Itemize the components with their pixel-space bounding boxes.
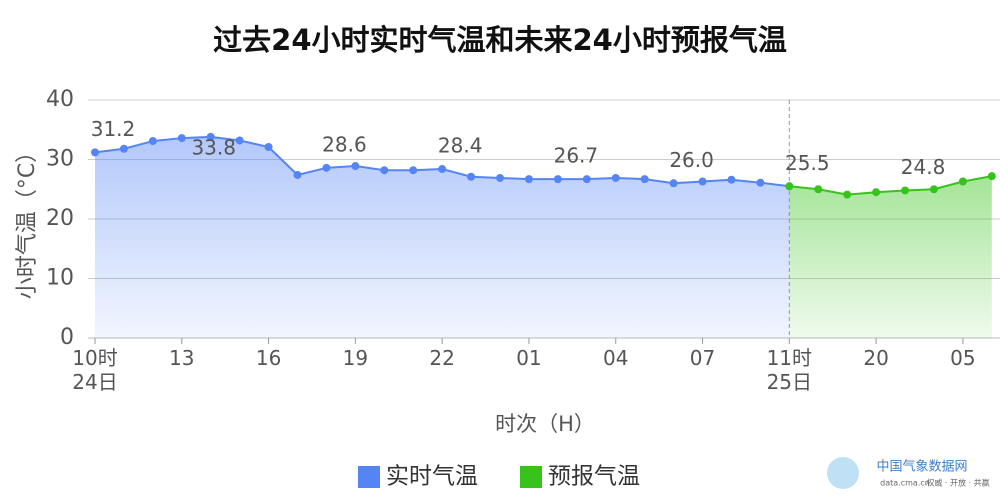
data-label: 24.8 (901, 155, 946, 179)
legend-swatch (520, 466, 542, 488)
point (380, 166, 389, 175)
point (640, 175, 649, 184)
legend-label: 预报气温 (548, 464, 640, 490)
point (987, 172, 996, 181)
point (235, 136, 244, 145)
x-tick-label: 01 (516, 346, 542, 370)
point (322, 163, 331, 172)
x-tick-label: 20 (863, 346, 889, 370)
area (789, 176, 992, 338)
y-tick-label: 10 (46, 266, 74, 291)
point (958, 177, 967, 186)
point (524, 175, 533, 184)
y-tick-label: 30 (46, 147, 74, 172)
point (264, 143, 273, 152)
line (789, 175, 993, 196)
point (177, 134, 186, 143)
point (119, 144, 128, 153)
data-label: 26.0 (669, 148, 714, 172)
y-tick-label: 20 (46, 206, 74, 231)
x-tick-label: 11时 25日 (766, 346, 813, 394)
point (293, 170, 302, 179)
watermark-name: 中国气象数据网 (876, 459, 967, 475)
point (148, 137, 157, 146)
data-label: 33.8 (191, 135, 236, 159)
area (95, 136, 790, 338)
point (351, 162, 360, 171)
data-label: 26.7 (554, 144, 599, 168)
legend-swatch (358, 466, 380, 488)
point (669, 179, 678, 188)
point (785, 182, 794, 191)
point (91, 148, 99, 157)
x-tick-label: 04 (603, 346, 629, 370)
x-tick-label: 07 (689, 346, 716, 370)
data-label: 28.6 (322, 132, 367, 156)
watermark-slogan: 权威 · 开放 · 共赢 (926, 478, 989, 488)
y-tick-label: 0 (60, 325, 74, 350)
point (872, 188, 881, 197)
x-tick-label: 10时 24日 (72, 346, 118, 394)
data-label: 28.4 (438, 134, 483, 158)
point (467, 172, 476, 181)
x-tick-label: 13 (169, 346, 195, 370)
y-tick-label: 40 (46, 87, 74, 112)
legend-label: 实时气温 (386, 464, 478, 490)
point (582, 175, 591, 184)
x-axis-title: 时次（H） (495, 412, 595, 436)
point (843, 190, 852, 199)
point (409, 166, 418, 175)
x-tick-label: 22 (429, 346, 455, 370)
point (929, 185, 938, 194)
point (611, 173, 620, 182)
y-axis-title: 小时气温（°C） (15, 141, 40, 299)
point (727, 175, 736, 184)
point (901, 186, 910, 195)
point (756, 178, 765, 187)
x-tick-label: 16 (255, 346, 282, 370)
point (698, 177, 707, 186)
watermark-url: data.cma.cn (880, 479, 930, 488)
point (206, 132, 215, 141)
chart-title: 过去24小时实时气温和未来24小时预报气温 (213, 23, 787, 57)
point (438, 165, 447, 174)
point (553, 175, 562, 184)
x-tick-label: 19 (342, 346, 369, 370)
watermark-logo (827, 457, 859, 489)
x-tick-label: 05 (950, 346, 976, 370)
point (496, 173, 505, 182)
data-label: 25.5 (785, 151, 830, 175)
data-label: 31.2 (91, 117, 136, 141)
point (814, 185, 823, 194)
